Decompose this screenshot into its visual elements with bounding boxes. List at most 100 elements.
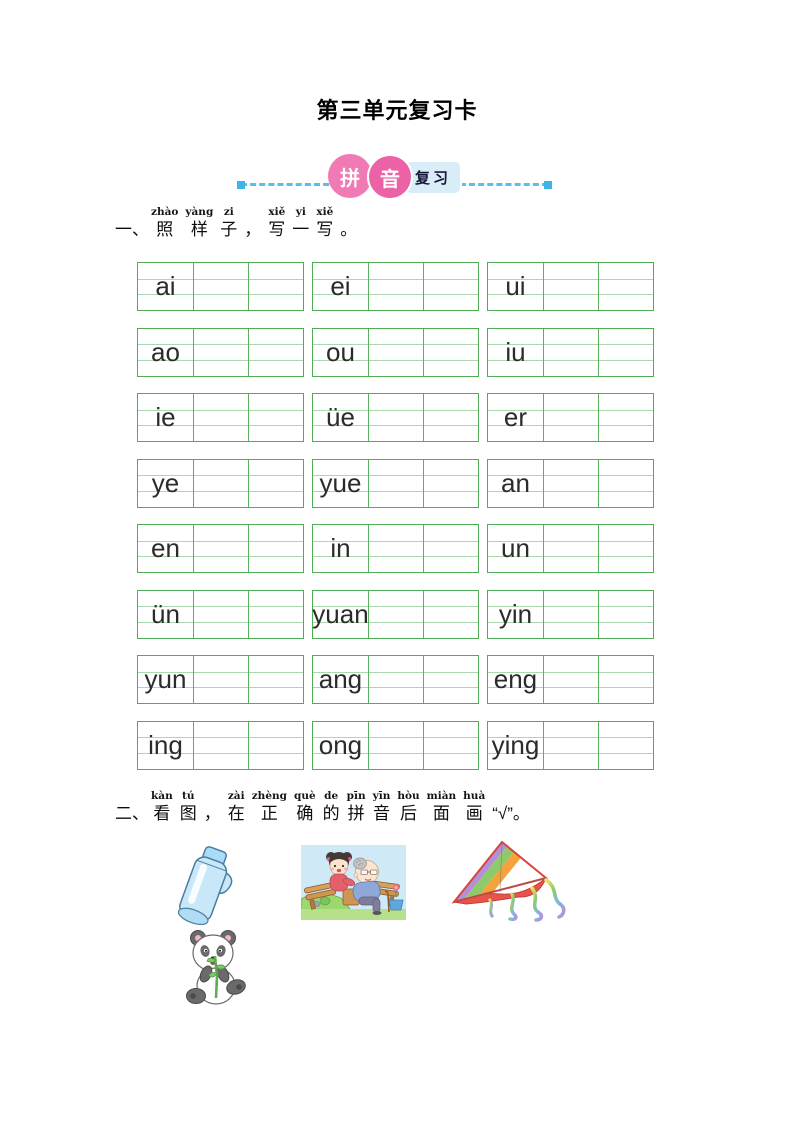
hanzi-with-pinyin: què 确 — [294, 791, 316, 824]
hanzi-with-pinyin: tú 图 — [180, 791, 197, 824]
panda-image — [176, 926, 256, 1011]
bench-left — [304, 882, 336, 910]
hanzi-character: 的 — [322, 804, 340, 823]
divider-end-square-left — [237, 181, 245, 189]
grid-line — [422, 590, 424, 638]
grandpa-and-girl-image — [301, 845, 406, 920]
page-title: 第三单元复习卡 — [316, 98, 478, 123]
hanzi-with-pinyin: zhào 照 — [151, 207, 178, 240]
hanzi-with-pinyin: yàng 样 — [185, 207, 213, 240]
pinyin-annotation: yi — [295, 206, 306, 218]
grid-line — [542, 459, 544, 507]
grid-line — [488, 606, 653, 608]
grid-line — [247, 459, 249, 507]
grid-line — [597, 328, 599, 376]
pinyin-syllable: iu — [505, 336, 526, 367]
pinyin-writing-cell: an — [487, 458, 654, 508]
grid-line — [247, 394, 249, 441]
pinyin-annotation: miàn — [426, 790, 457, 802]
section-one-heading: 一、 zhào 照 yàng 样 zi 子， xiě 写 yi 一 xiě 写。 — [115, 207, 357, 240]
grid-line — [488, 425, 653, 427]
grid-line — [542, 656, 544, 703]
grid-row: ye yue an — [137, 458, 654, 508]
grid-line — [488, 409, 653, 411]
pinyin-syllable: ye — [151, 467, 180, 498]
grid-line — [542, 263, 544, 310]
hanzi-character: 子 — [220, 220, 238, 239]
pinyin-writing-cell: ing — [137, 720, 304, 770]
hanzi-character: 在 — [227, 804, 245, 823]
hanzi-with-pinyin: de 的 — [323, 791, 340, 824]
grid-line — [488, 752, 653, 754]
grid-line — [488, 359, 653, 361]
pinyin-syllable: ong — [318, 729, 363, 760]
grid-line — [313, 540, 478, 542]
grid-line — [138, 540, 303, 542]
pinyin-syllable: ing — [148, 729, 183, 760]
hanzi-character: 音 — [372, 804, 390, 823]
pinyin-annotation: zài — [227, 790, 245, 802]
pinyin-annotation: xiě — [316, 206, 334, 218]
grid-row: en in un — [137, 524, 654, 573]
pinyin-writing-cell: yun — [137, 655, 304, 704]
pinyin-syllable: ie — [155, 402, 176, 432]
grid-line — [488, 540, 653, 542]
punctuation: ， — [204, 803, 221, 824]
grid-line — [367, 394, 369, 441]
hanzi-character: 看 — [153, 804, 171, 823]
pinyin-writing-cell: ong — [312, 720, 479, 770]
grid-line — [597, 590, 599, 638]
grid-line — [313, 752, 478, 754]
grid-line — [138, 621, 303, 623]
pinyin-annotation: tú — [181, 790, 195, 802]
grid-line — [367, 263, 369, 310]
pinyin-annotation: yàng — [185, 206, 214, 218]
grid-line — [247, 590, 249, 638]
grid-line — [542, 394, 544, 441]
section-one-text: zhào 照 yàng 样 zi 子， xiě 写 yi 一 xiě 写。 — [151, 207, 357, 240]
pinyin-syllable: en — [151, 533, 180, 563]
hanzi-with-pinyin: kàn 看 — [151, 791, 173, 824]
pinyin-annotation: hòu — [397, 790, 420, 802]
grid-line — [313, 475, 478, 477]
thermos-image — [168, 840, 238, 935]
grid-line — [367, 328, 369, 376]
grid-line — [313, 556, 478, 558]
grid-line — [488, 737, 653, 739]
grid-line — [313, 409, 478, 411]
pinyin-writing-cell: en — [137, 524, 304, 573]
hanzi-character: “√”。 — [492, 804, 530, 823]
pinyin-syllable: yue — [319, 467, 362, 498]
pinyin-writing-cell: ying — [487, 720, 654, 770]
pinyin-writing-cell: ün — [137, 589, 304, 639]
grid-line — [247, 328, 249, 376]
grid-line — [597, 656, 599, 703]
hanzi-with-pinyin: xiě 写 — [268, 207, 285, 240]
pinyin-writing-cell: eng — [487, 655, 654, 704]
grid-line — [138, 556, 303, 558]
hanzi-character: 。 — [340, 220, 358, 239]
pinyin-syllable: ei — [330, 271, 351, 301]
pinyin-writing-cell: ui — [487, 262, 654, 311]
pinyin-syllable: ying — [491, 729, 540, 760]
hanzi-character: 写 — [268, 220, 286, 239]
hanzi-character: 一 — [292, 220, 310, 239]
hanzi-character: 后 — [399, 804, 417, 823]
grid-line — [192, 328, 194, 376]
grid-row: ao ou iu — [137, 327, 654, 377]
hanzi-character: 确 — [296, 804, 314, 823]
grid-line — [542, 590, 544, 638]
pinyin-syllable: eng — [493, 664, 538, 694]
grid-row: ün yuan yin — [137, 589, 654, 639]
divider-end-square-right — [544, 181, 552, 189]
grid-line — [138, 687, 303, 689]
grid-line — [422, 656, 424, 703]
hanzi-with-pinyin: zi 子 — [220, 207, 237, 240]
grid-line — [313, 737, 478, 739]
pinyin-writing-cell: iu — [487, 327, 654, 377]
grid-line — [488, 490, 653, 492]
pinyin-annotation: kàn — [151, 790, 173, 802]
grid-line — [313, 621, 478, 623]
pinyin-syllable: un — [501, 533, 530, 563]
pinyin-writing-cell: ang — [312, 655, 479, 704]
